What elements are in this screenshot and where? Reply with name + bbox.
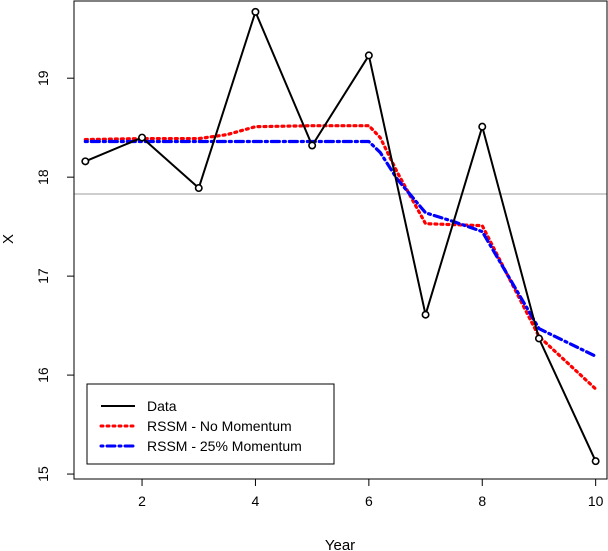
data-point-5 — [308, 141, 317, 150]
x-tick-label-2: 2 — [138, 493, 146, 509]
legend-label-25-momentum: RSSM - 25% Momentum — [147, 438, 302, 454]
y-tick-label-18: 18 — [35, 169, 51, 185]
data-point-8 — [478, 122, 487, 131]
y-tick-label-19: 19 — [35, 70, 51, 86]
series-line-rssm-25-momentum — [83, 139, 598, 358]
data-point-1 — [81, 157, 90, 166]
legend-box — [86, 383, 335, 465]
legend-label-no-momentum: RSSM - No Momentum — [147, 418, 292, 434]
legend: Data RSSM - No Momentum RSSM - 25% Momen… — [86, 383, 335, 465]
data-point-4 — [251, 7, 260, 16]
data-point-6 — [364, 51, 373, 60]
data-point-3 — [194, 184, 203, 193]
legend-label-data: Data — [147, 398, 177, 414]
x-tick-label-6: 6 — [365, 493, 373, 509]
data-point-10 — [591, 457, 600, 466]
data-point-9 — [534, 334, 543, 343]
y-tick-label-16: 16 — [35, 367, 51, 383]
data-point-2 — [138, 133, 147, 142]
series-line-rssm-no-momentum — [83, 124, 598, 391]
y-tick-label-17: 17 — [35, 268, 51, 284]
series-line-data — [84, 10, 597, 463]
x-tick-label-8: 8 — [478, 493, 486, 509]
y-axis: 15 16 17 18 19 — [35, 70, 74, 482]
x-tick-label-4: 4 — [252, 493, 260, 509]
y-tick-label-15: 15 — [35, 466, 51, 482]
x-axis-title: Year — [325, 537, 355, 551]
x-tick-label-10: 10 — [588, 493, 604, 509]
data-point-7 — [421, 310, 430, 319]
series-layer — [81, 7, 600, 466]
plot-frame — [73, 0, 608, 480]
x-axis: 2 4 6 8 10 — [138, 479, 604, 509]
y-axis-title: X — [0, 234, 17, 244]
